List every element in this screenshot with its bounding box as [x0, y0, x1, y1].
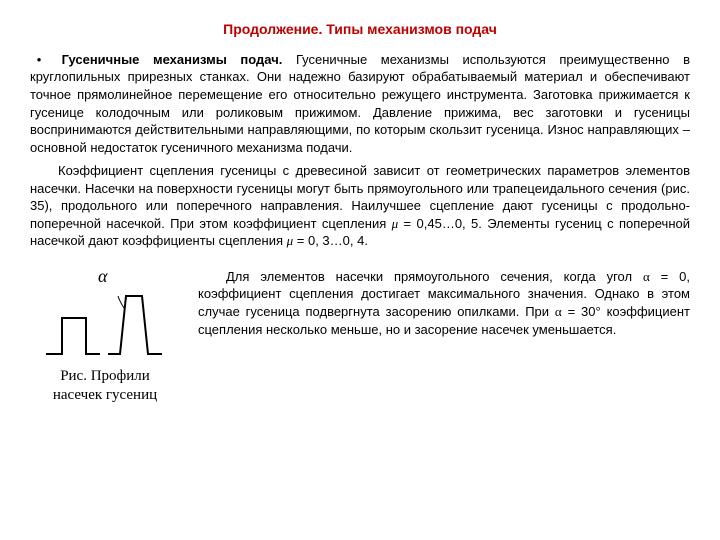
alpha-2: α [555, 304, 562, 319]
bullet-dot: • [30, 51, 48, 69]
p1-rest: Гусеничные механизмы используются преиму… [30, 52, 690, 155]
angle-arc [118, 296, 124, 308]
profile-diagram: α [40, 268, 170, 363]
figure-column: α Рис. Профили насечек гусениц [30, 268, 180, 405]
figure-caption: Рис. Профили насечек гусениц [30, 367, 180, 405]
p1-lead: Гусеничные механизмы подач. [62, 52, 283, 67]
lower-row: α Рис. Профили насечек гусениц Для элеме… [30, 268, 690, 405]
rect-profile [46, 318, 100, 354]
page-title: Продолжение. Типы механизмов подач [30, 20, 690, 39]
fig-line-1: Рис. Профили [60, 368, 150, 384]
alpha-label: α [98, 268, 108, 286]
paragraph-1: • Гусеничные механизмы подач. Гусеничные… [30, 51, 690, 156]
paragraph-2: Коэффициент сцепления гусеницы с древеси… [30, 162, 690, 250]
trapezoid-profile [108, 296, 162, 354]
p2-eq2: = 0, 3…0, 4. [293, 233, 368, 248]
paragraph-3: Для элементов насечки прямоугольного сеч… [180, 268, 690, 338]
fig-line-2: насечек гусениц [53, 387, 157, 403]
p3-a: Для элементов насечки прямоугольного сеч… [226, 269, 643, 284]
alpha-1: α [643, 269, 650, 284]
